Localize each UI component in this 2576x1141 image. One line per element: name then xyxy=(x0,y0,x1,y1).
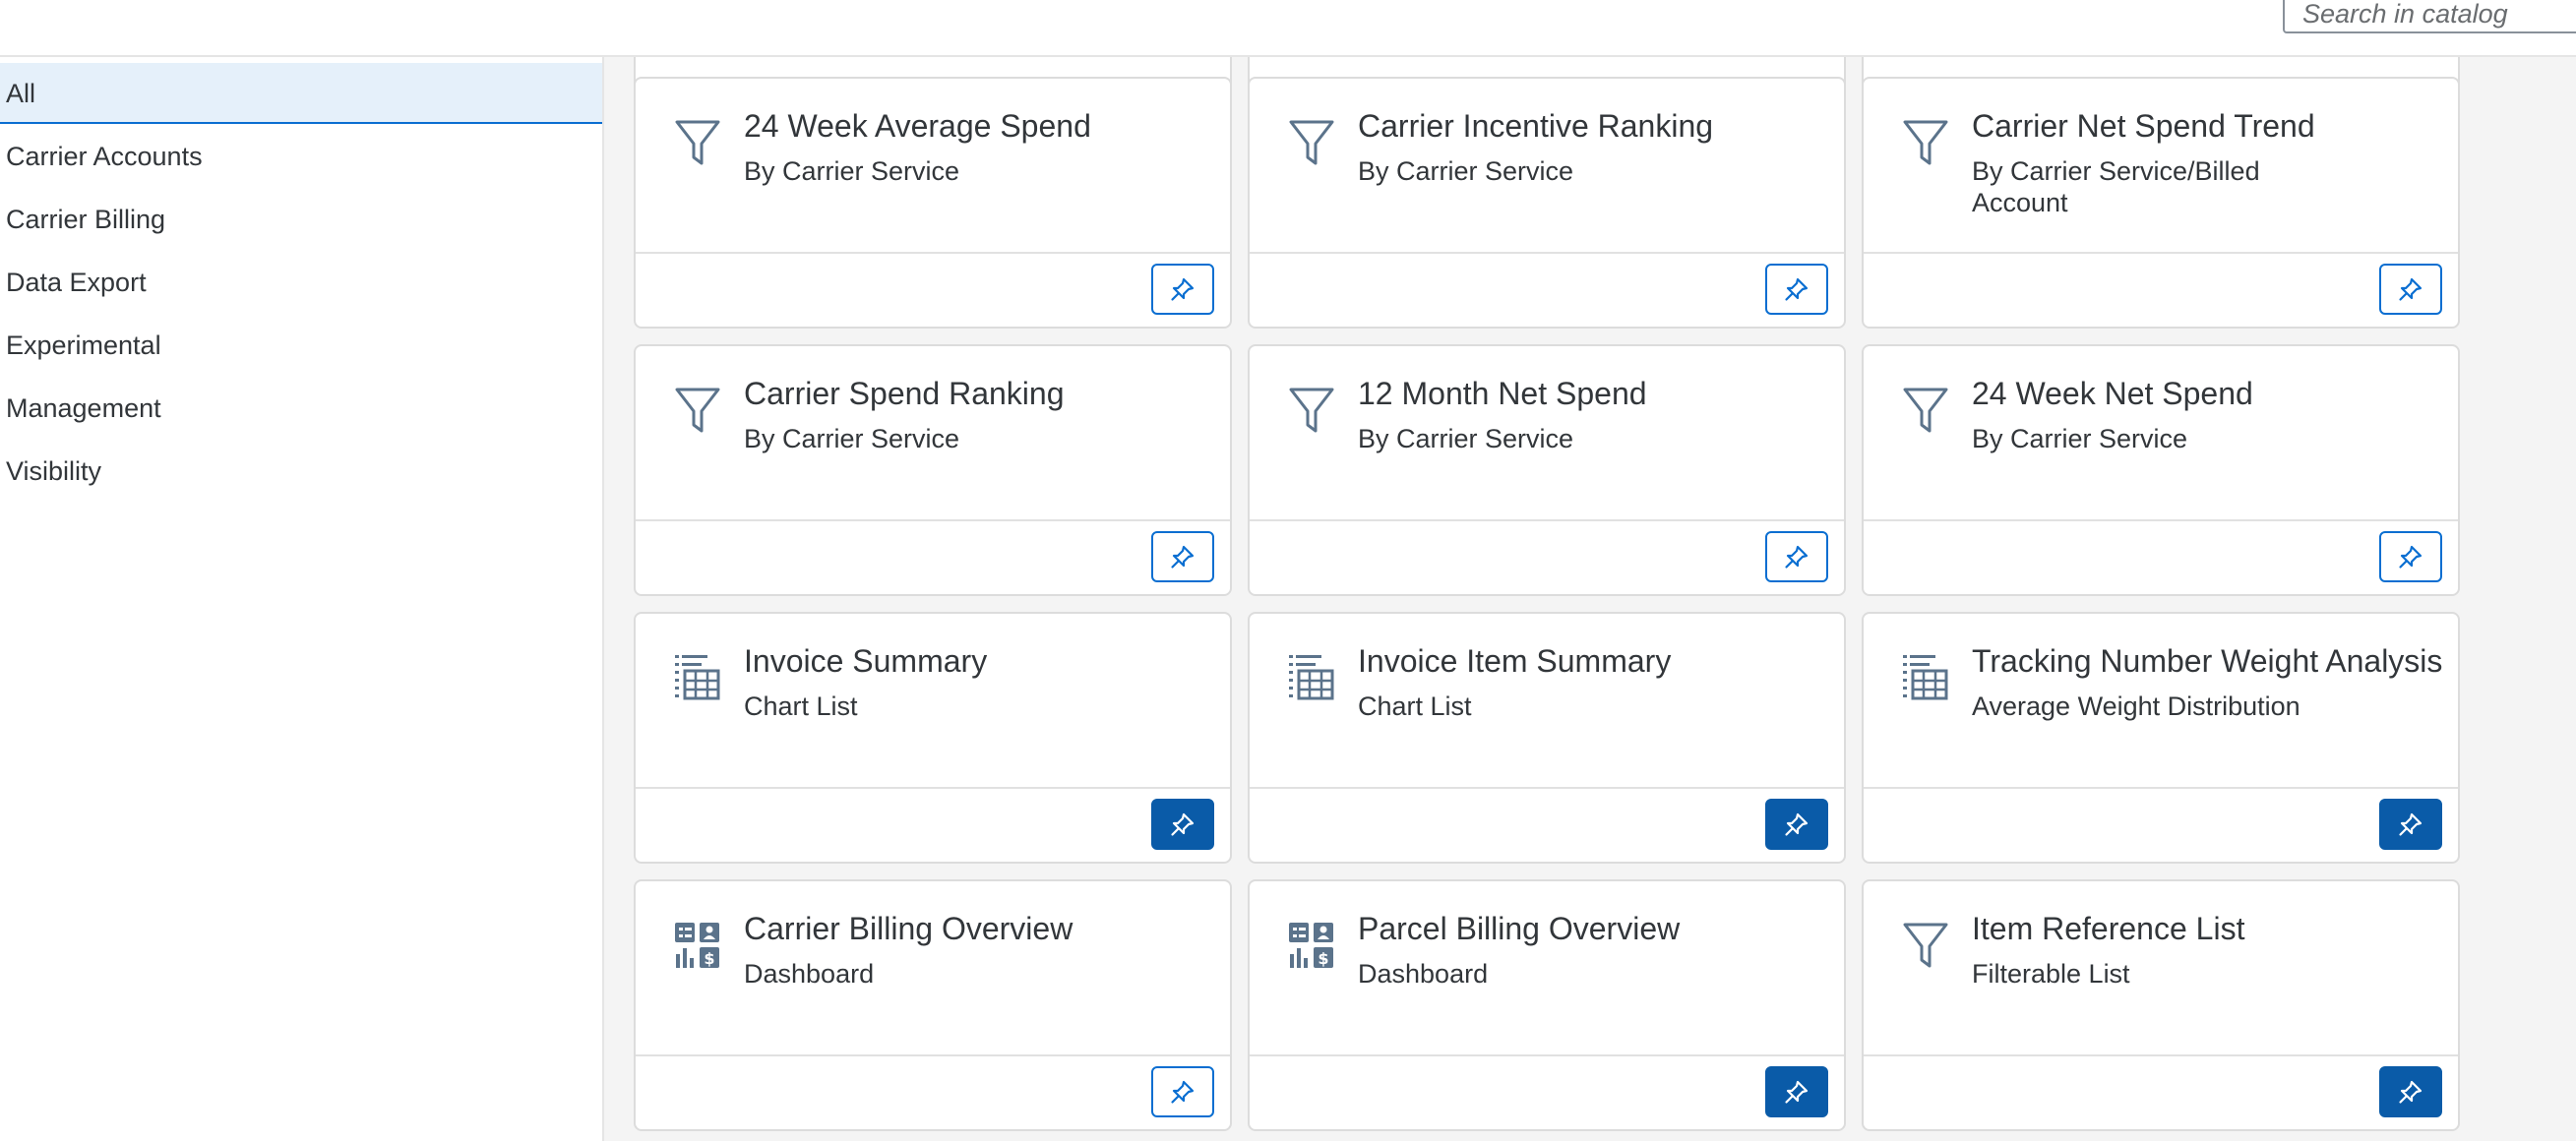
pin-button[interactable] xyxy=(1151,1066,1214,1117)
pin-icon xyxy=(1169,275,1196,303)
app-tile[interactable]: 24 Week Net Spend By Carrier Service xyxy=(1862,344,2460,596)
pin-button[interactable] xyxy=(2379,531,2442,582)
tile-subtitle: Filterable List xyxy=(1972,959,2130,989)
app-tile[interactable]: Carrier Incentive Ranking By Carrier Serv… xyxy=(1248,77,1846,329)
app-tile[interactable]: Carrier Net Spend Trend By Carrier Servic… xyxy=(1862,77,2460,329)
tile-title: 12 Month Net Spend xyxy=(1358,376,1647,411)
app-tile[interactable]: $ Carrier Billing Overview Dashboard xyxy=(634,879,1232,1131)
tile-header[interactable]: Invoice Summary Chart List xyxy=(636,614,1230,789)
tile-subtitle: By Carrier Service xyxy=(744,156,960,186)
dashboard-icon: $ xyxy=(1287,919,1336,974)
pin-icon xyxy=(2397,811,2424,838)
table-list-icon xyxy=(1287,651,1336,706)
tile-subtitle: Dashboard xyxy=(1358,959,1489,989)
tile-subtitle: Chart List xyxy=(1358,691,1472,721)
app-tile[interactable]: 24 Week Average Spend By Carrier Service xyxy=(634,77,1232,329)
tile-title: Carrier Net Spend Trend xyxy=(1972,108,2315,144)
sidebar-item-all[interactable]: All xyxy=(0,63,602,124)
pin-icon xyxy=(1783,1078,1810,1106)
tile-header[interactable]: $ Carrier Billing Overview Dashboard xyxy=(636,881,1230,1056)
pin-button[interactable] xyxy=(1151,799,1214,850)
pin-button[interactable] xyxy=(1765,799,1828,850)
search-input[interactable] xyxy=(2283,0,2576,33)
table-list-icon xyxy=(673,651,722,706)
pin-button[interactable] xyxy=(1765,1066,1828,1117)
app-tile[interactable]: Item Reference List Filterable List xyxy=(1862,879,2460,1131)
tile-header[interactable]: 12 Month Net Spend By Carrier Service xyxy=(1250,346,1844,521)
pin-icon xyxy=(1169,1078,1196,1106)
sidebar-item-experimental[interactable]: Experimental xyxy=(6,330,161,360)
tile-subtitle: By Carrier Service/Billed Account xyxy=(1972,156,2260,217)
tile-header[interactable]: $ Parcel Billing Overview Dashboard xyxy=(1250,881,1844,1056)
tile-title: Invoice Item Summary xyxy=(1358,643,1672,679)
category-sidebar: All Carrier Accounts Carrier Billing Dat… xyxy=(0,57,604,1141)
svg-text:$: $ xyxy=(704,949,714,968)
filter-icon xyxy=(673,384,722,439)
tile-catalog: 24 Week Average Spend By Carrier Service C… xyxy=(604,57,2576,1141)
tile-header[interactable]: Invoice Item Summary Chart List xyxy=(1250,614,1844,789)
app-tile[interactable]: Invoice Summary Chart List xyxy=(634,612,1232,864)
table-list-icon xyxy=(1901,651,1950,706)
tile-title: Item Reference List xyxy=(1972,911,2245,946)
tile-title: 24 Week Net Spend xyxy=(1972,376,2253,411)
pin-button[interactable] xyxy=(2379,264,2442,315)
pin-button[interactable] xyxy=(1765,531,1828,582)
tile-subtitle: By Carrier Service xyxy=(1358,424,1574,453)
filter-icon xyxy=(1287,384,1336,439)
top-bar xyxy=(0,0,2576,57)
pin-icon xyxy=(1783,543,1810,570)
app-tile[interactable]: Carrier Spend Ranking By Carrier Service xyxy=(634,344,1232,596)
tile-title: Tracking Number Weight Analysis xyxy=(1972,643,2443,679)
sidebar-item-visibility[interactable]: Visibility xyxy=(6,456,102,486)
tile-subtitle: By Carrier Service xyxy=(1972,424,2188,453)
tile-subtitle: Dashboard xyxy=(744,959,875,989)
tile-header[interactable]: Carrier Net Spend Trend By Carrier Servic… xyxy=(1864,79,2458,254)
tile-subtitle: By Carrier Service xyxy=(744,424,960,453)
dashboard-icon: $ xyxy=(673,919,722,974)
filter-icon xyxy=(1287,116,1336,171)
tile-title: 24 Week Average Spend xyxy=(744,108,1091,144)
filter-icon xyxy=(1901,384,1950,439)
pin-icon xyxy=(1169,543,1196,570)
tile-header[interactable]: Tracking Number Weight Analysis Average W… xyxy=(1864,614,2458,789)
filter-icon xyxy=(673,116,722,171)
tile-header[interactable]: 24 Week Net Spend By Carrier Service xyxy=(1864,346,2458,521)
filter-icon xyxy=(1901,116,1950,171)
tile-header[interactable]: Item Reference List Filterable List xyxy=(1864,881,2458,1056)
tile-subtitle: By Carrier Service xyxy=(1358,156,1574,186)
pin-icon xyxy=(1783,811,1810,838)
tile-title: Carrier Incentive Ranking xyxy=(1358,108,1714,144)
pin-icon xyxy=(1169,811,1196,838)
tile-subtitle: Chart List xyxy=(744,691,858,721)
sidebar-item-data-export[interactable]: Data Export xyxy=(6,268,147,297)
tile-title: Carrier Spend Ranking xyxy=(744,376,1065,411)
pin-icon xyxy=(2397,1078,2424,1106)
sidebar-item-carrier-billing[interactable]: Carrier Billing xyxy=(6,205,166,234)
pin-button[interactable] xyxy=(1765,264,1828,315)
sidebar-item-carrier-accounts[interactable]: Carrier Accounts xyxy=(6,142,203,171)
svg-text:$: $ xyxy=(1318,949,1328,968)
pin-button[interactable] xyxy=(2379,1066,2442,1117)
tile-title: Invoice Summary xyxy=(744,643,988,679)
app-tile[interactable]: Invoice Item Summary Chart List xyxy=(1248,612,1846,864)
pin-icon xyxy=(2397,543,2424,570)
app-tile[interactable]: 12 Month Net Spend By Carrier Service xyxy=(1248,344,1846,596)
pin-icon xyxy=(1783,275,1810,303)
pin-button[interactable] xyxy=(1151,531,1214,582)
tile-subtitle: Average Weight Distribution xyxy=(1972,691,2300,721)
pin-button[interactable] xyxy=(2379,799,2442,850)
tile-header[interactable]: Carrier Incentive Ranking By Carrier Serv… xyxy=(1250,79,1844,254)
pin-icon xyxy=(2397,275,2424,303)
sidebar-item-management[interactable]: Management xyxy=(6,393,161,423)
pin-button[interactable] xyxy=(1151,264,1214,315)
tile-header[interactable]: Carrier Spend Ranking By Carrier Service xyxy=(636,346,1230,521)
tile-header[interactable]: 24 Week Average Spend By Carrier Service xyxy=(636,79,1230,254)
filter-icon xyxy=(1901,919,1950,974)
tile-title: Parcel Billing Overview xyxy=(1358,911,1681,946)
app-tile[interactable]: $ Parcel Billing Overview Dashboard xyxy=(1248,879,1846,1131)
tile-title: Carrier Billing Overview xyxy=(744,911,1073,946)
app-tile[interactable]: Tracking Number Weight Analysis Average W… xyxy=(1862,612,2460,864)
